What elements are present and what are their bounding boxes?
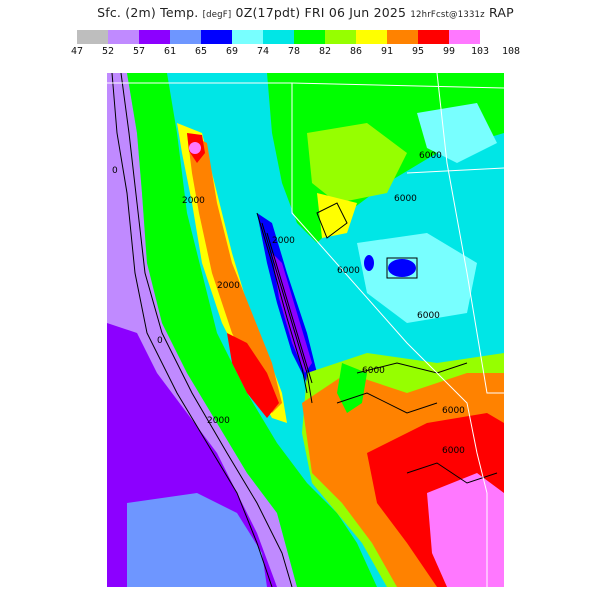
state-border [406, 167, 504, 174]
legend-swatch [77, 30, 108, 44]
legend-swatch [232, 30, 263, 44]
legend-tick-label: 69 [225, 46, 239, 57]
legend-tick-label: 108 [501, 46, 521, 57]
state-border [436, 73, 504, 394]
contour-label: 2000 [182, 196, 205, 206]
contour-line [386, 257, 418, 279]
title-forecast: 12hrFcst@1331z [410, 10, 485, 20]
desert-hottest-region [427, 473, 504, 587]
ocean-south-region [127, 493, 267, 587]
color-legend: 47 52 57 61 65 69 74 78 82 86 91 95 99 103 108 [71, 30, 545, 60]
legend-swatch [170, 30, 201, 44]
state-border [291, 82, 504, 89]
contour-line [406, 462, 498, 484]
legend-tick-label: 99 [442, 46, 456, 57]
legend-tick-label: 57 [132, 46, 146, 57]
contour-label: 2000 [207, 416, 230, 426]
central-valley-hot [187, 133, 282, 413]
contour-label: 6000 [362, 366, 385, 376]
legend-tick-label: 74 [256, 46, 270, 57]
basin-cold-spot-2 [364, 255, 374, 271]
legend-swatch [325, 30, 356, 44]
contour-label: 6000 [394, 194, 417, 204]
contour-line [266, 232, 313, 384]
legend-swatch [108, 30, 139, 44]
contour-line [316, 202, 348, 239]
legend-swatch [418, 30, 449, 44]
basin-cold-spot-1 [388, 259, 416, 277]
legend-tick-label: 82 [318, 46, 332, 57]
legend-swatch [387, 30, 418, 44]
contour-label: 6000 [442, 446, 465, 456]
contour-line [111, 73, 273, 587]
legend-swatch [263, 30, 294, 44]
legend-tick-label: 65 [194, 46, 208, 57]
legend-tick-label: 103 [470, 46, 490, 57]
chart-title: Sfc. (2m) Temp. [degF] 0Z(17pdt) FRI 06 … [0, 5, 611, 20]
contour-lines [111, 73, 498, 587]
coastal-band [127, 73, 377, 587]
legend-swatch [139, 30, 170, 44]
valley-hot-core-south [227, 333, 279, 418]
contour-label: 6000 [419, 151, 442, 161]
legend-tick-label: 47 [70, 46, 84, 57]
contour-labels: 6000 6000 6000 6000 6000 6000 6000 2000 … [112, 151, 465, 456]
contour-line [256, 212, 308, 394]
contour-label: 2000 [272, 236, 295, 246]
temperature-map: 6000 6000 6000 6000 6000 6000 6000 2000 … [107, 73, 504, 587]
contour-label: 6000 [337, 266, 360, 276]
basin-patch-3 [417, 103, 497, 163]
title-date: FRI 06 Jun 2025 [304, 5, 407, 20]
legend-tick-label: 61 [163, 46, 177, 57]
contour-label: 2000 [217, 281, 240, 291]
contour-line [356, 362, 468, 374]
title-main: Sfc. (2m) Temp. [97, 5, 199, 20]
basin-patch-2 [317, 193, 357, 238]
title-model: RAP [489, 5, 514, 20]
contour-line [261, 222, 313, 404]
title-unit: [degF] [202, 10, 232, 20]
legend-swatch [201, 30, 232, 44]
basin-patch-1 [307, 123, 407, 203]
contour-line [120, 73, 293, 587]
legend-swatch [449, 30, 480, 44]
legend-tick-label: 95 [411, 46, 425, 57]
legend-swatch [356, 30, 387, 44]
legend-tick-label: 52 [101, 46, 115, 57]
state-border [291, 83, 488, 587]
legend-tick-label: 91 [380, 46, 394, 57]
legend-tick-label: 86 [349, 46, 363, 57]
state-borders [107, 73, 504, 587]
contour-line [336, 392, 438, 414]
contour-label: 0 [112, 166, 118, 176]
valley-hottest-spot [189, 142, 201, 154]
legend-tick-label: 78 [287, 46, 301, 57]
contour-label: 6000 [417, 311, 440, 321]
legend-swatch [294, 30, 325, 44]
contour-label: 6000 [442, 406, 465, 416]
title-init: 0Z(17pdt) [235, 5, 301, 20]
contour-label: 0 [157, 336, 163, 346]
